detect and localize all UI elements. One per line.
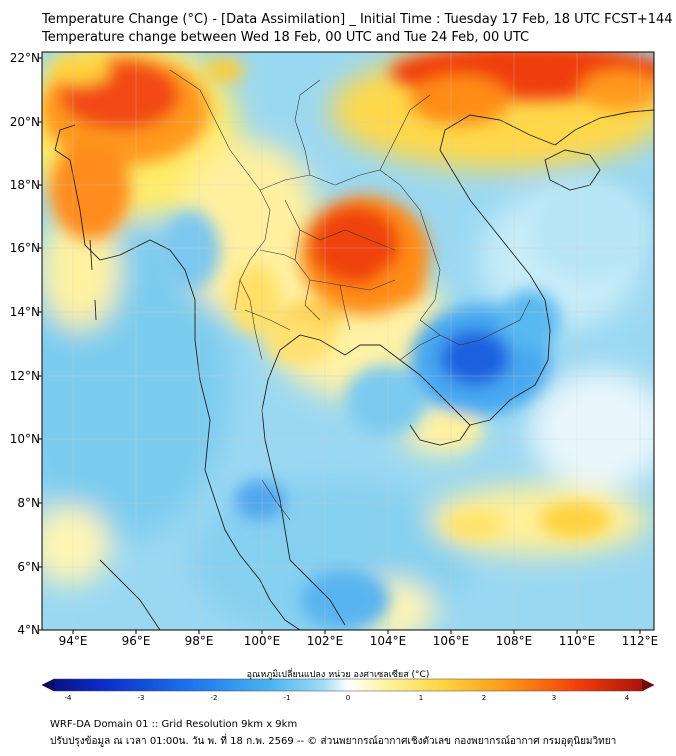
lat-label: 6°N [17,560,40,574]
lat-label: 10°N [9,432,40,446]
footer-model-info: WRF-DA Domain 01 :: Grid Resolution 9km … [50,719,298,730]
footer-credit: ปรับปรุงข้อมูล ณ เวลา 01:00น. วัน พ. ที่… [50,736,617,747]
colorbar [41,678,655,692]
lat-label: 12°N [9,369,40,383]
map-frame [41,51,655,631]
colorbar-tick: -2 [210,694,218,702]
colorbar-tick: 4 [624,694,630,702]
lon-label: 98°E [184,634,214,648]
colorbar-tick: -4 [64,694,72,702]
lon-label: 94°E [58,634,88,648]
lon-label: 110°E [558,634,596,648]
colorbar-title: อุณหภูมิเปลี่ยนแปลง หน่วย องศาเซลเซียส (… [246,670,430,680]
map-panel [38,51,655,692]
coastlines [54,109,654,630]
map-subtitle: Temperature change between Wed 18 Feb, 0… [42,30,530,45]
lat-label: 20°N [9,115,40,129]
lat-label: 14°N [9,305,40,319]
graticule [42,52,654,630]
lon-label: 104°E [369,634,407,648]
lat-label: 22°N [9,51,40,65]
map-title: Temperature Change (°C) - [Data Assimila… [42,12,673,27]
colorbar-tick: -1 [283,694,291,702]
axis-ticks [38,57,641,634]
lon-label: 96°E [121,634,151,648]
colorbar-tick: -3 [137,694,145,702]
lat-label: 4°N [17,623,40,637]
lon-label: 106°E [432,634,470,648]
lon-label: 102°E [306,634,344,648]
country-borders [169,69,531,521]
colorbar-tick: 1 [418,694,424,702]
temperature-change-map [38,51,655,692]
lon-label: 112°E [621,634,659,648]
colorbar-tick: 2 [481,694,487,702]
lat-label: 8°N [17,496,40,510]
colorbar-tick: 0 [345,694,351,702]
lon-label: 108°E [495,634,533,648]
lat-label: 16°N [9,241,40,255]
lon-label: 100°E [243,634,281,648]
colorbar-tick: 3 [551,694,557,702]
temperature-field [42,52,654,630]
lat-label: 18°N [9,178,40,192]
